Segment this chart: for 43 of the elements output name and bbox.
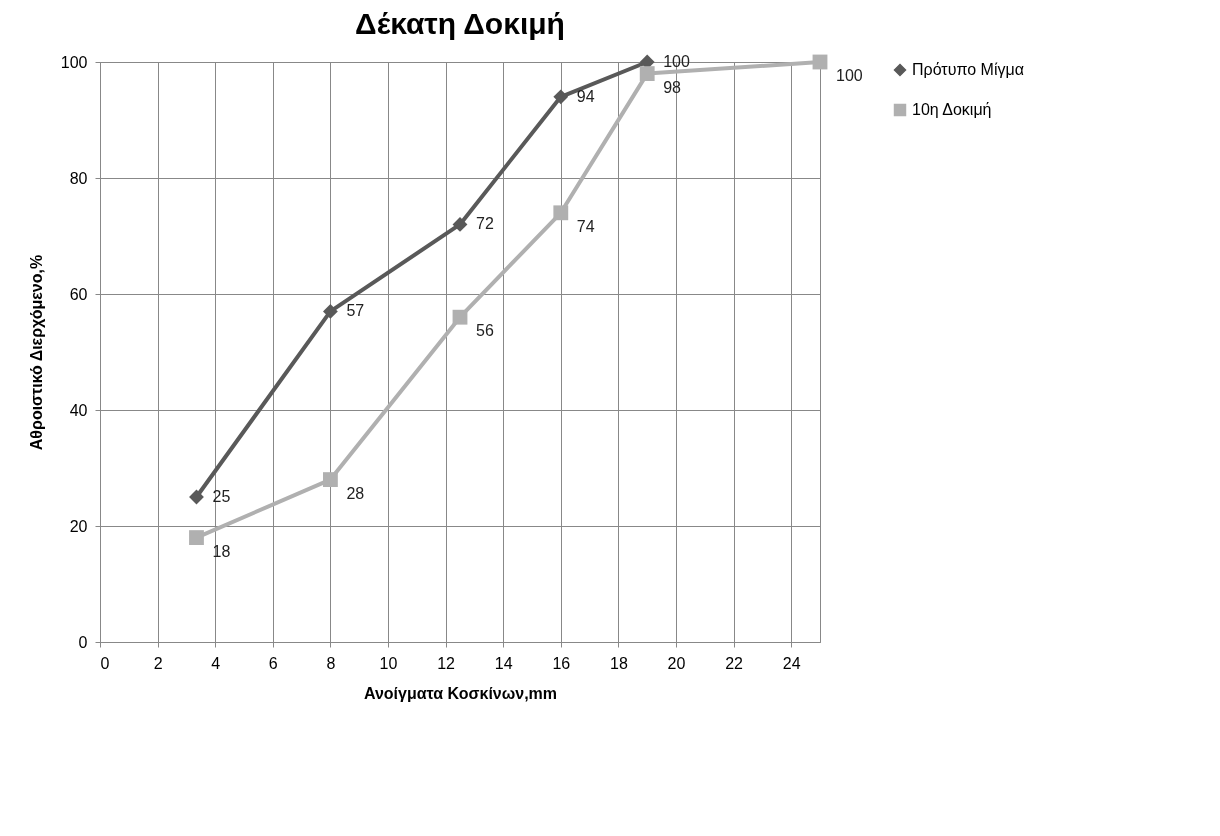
data-label: 28: [346, 484, 365, 502]
chart-title: Δέκατη Δοκιμή: [355, 7, 565, 40]
point: [322, 472, 338, 488]
x-tick-label: 22: [725, 654, 744, 672]
x-tick-label: 4: [211, 654, 221, 672]
data-label: 56: [476, 322, 494, 340]
y-tick-label: 80: [69, 169, 88, 187]
point: [553, 205, 569, 221]
y-tick-label: 60: [69, 285, 88, 303]
point: [553, 89, 569, 105]
data-label: 94: [576, 87, 595, 105]
data-label: 100: [663, 53, 690, 70]
x-tick-label: 8: [326, 654, 336, 672]
point: [639, 66, 655, 82]
data-label: 98: [663, 78, 682, 96]
point: [452, 309, 468, 325]
x-tick-label: 2: [153, 654, 163, 672]
y-axis-title: Αθροιστικό Διερχόμενο,%: [27, 254, 45, 451]
point: [189, 530, 204, 546]
data-label: 72: [476, 215, 494, 233]
x-tick-label: 0: [100, 654, 110, 672]
data-label: 18: [212, 542, 231, 560]
point: [452, 216, 468, 232]
data-label: 100: [836, 67, 863, 84]
x-tick-label: 20: [667, 654, 686, 672]
point: [322, 303, 338, 319]
data-label: 25: [212, 488, 231, 505]
x-tick-label: 12: [437, 654, 456, 672]
y-tick-label: 40: [69, 401, 88, 419]
data-label: 57: [346, 302, 365, 320]
x-tick-label: 16: [552, 654, 571, 672]
legend-label: 10η Δοκιμή: [912, 101, 992, 118]
x-tick-label: 24: [782, 654, 801, 672]
y-tick-label: 20: [69, 517, 88, 535]
x-tick-label: 6: [268, 654, 278, 672]
x-tick-label: 10: [379, 654, 398, 672]
data-label: 74: [576, 217, 595, 235]
x-tick-label: 14: [494, 654, 513, 672]
y-tick-label: 100: [60, 53, 88, 71]
x-axis-title: Ανοίγματα Κοσκίνων,mm: [363, 684, 558, 702]
legend-label: Πρότυπο Μίγμα: [912, 61, 1024, 78]
y-tick-label: 0: [78, 633, 88, 651]
x-tick-label: 18: [610, 654, 628, 672]
